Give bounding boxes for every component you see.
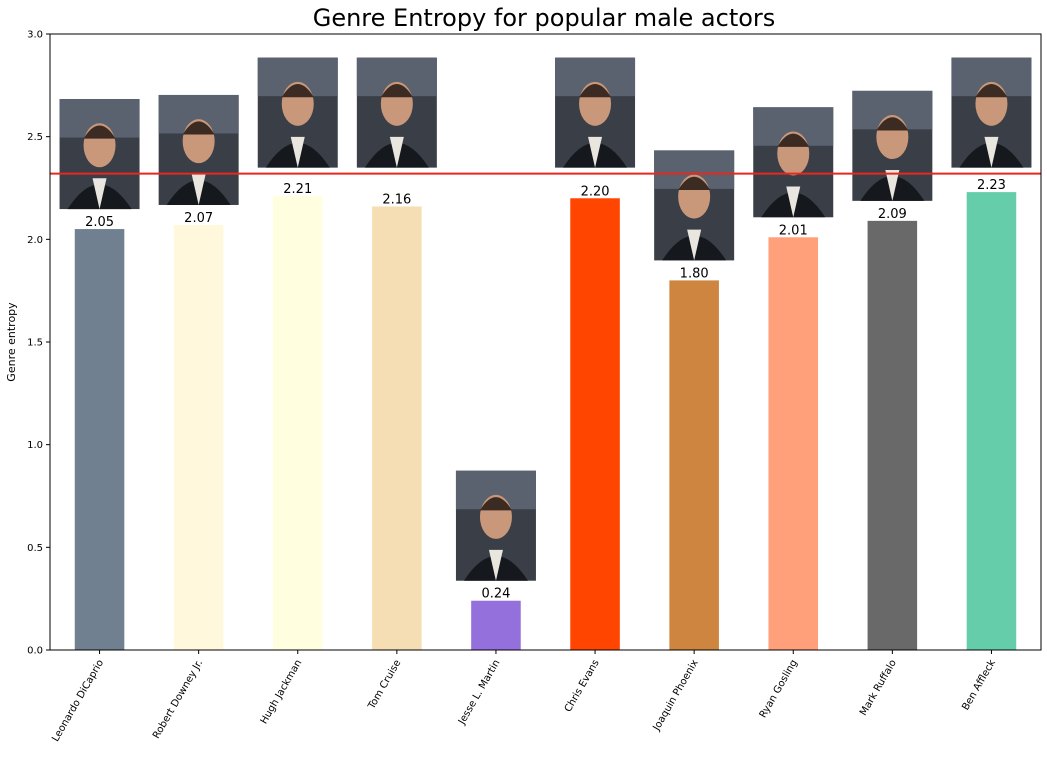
photo-hair [182, 121, 215, 135]
actor-photo [356, 57, 437, 168]
x-tick-label: Mark Ruffalo [858, 658, 899, 718]
x-tick-label: Hugh Jackman [259, 658, 305, 726]
value-labels-group: 2.05 2.07 2.21 2.16 0.24 2.20 1.80 2.01 2.09 2.23 [85, 178, 1006, 602]
bars-group [74, 192, 1017, 651]
photo-shirt [290, 136, 305, 168]
value-label: 2.21 [283, 182, 312, 197]
y-axis-title: Genre entropy [5, 302, 18, 382]
photo-shirt [885, 170, 900, 201]
bar [74, 229, 125, 651]
photo-hair [876, 117, 909, 131]
bar [768, 237, 819, 650]
photo-shirt [687, 229, 702, 261]
bar [173, 224, 224, 650]
actor-photo [555, 57, 636, 168]
x-axis: Leonardo DiCaprio Robert Downey Jr. Hugh J… [50, 650, 998, 744]
x-tick-label: Chris Evans [563, 658, 602, 714]
actor-photo [455, 470, 536, 581]
x-tick-label: Ryan Gosling [758, 658, 800, 720]
bar [471, 600, 521, 650]
x-tick-label: Joaquin Phoenix [651, 658, 701, 734]
actor-photo [951, 57, 1032, 168]
actor-photo [257, 57, 338, 168]
x-tick-label: Tom Cruise [366, 658, 404, 712]
value-label: 2.07 [184, 211, 213, 226]
photo-shirt [984, 136, 999, 168]
photo-shirt [389, 136, 404, 168]
y-tick-label: 2.5 [27, 132, 43, 143]
photo-hair [579, 84, 612, 98]
photo-hair [83, 125, 116, 139]
photo-hair [678, 176, 711, 190]
bar [669, 280, 719, 650]
y-tick-label: 1.0 [27, 440, 43, 451]
x-tick-label: Ben Affleck [960, 658, 998, 713]
photo-hair [975, 84, 1008, 98]
photos-group [59, 57, 1032, 581]
x-tick-label: Leonardo DiCaprio [50, 658, 106, 744]
photo-hair [281, 84, 314, 98]
bar [372, 206, 422, 651]
photo-hair [777, 133, 810, 147]
value-label: 2.05 [85, 215, 114, 230]
x-tick-label: Robert Downey Jr. [151, 658, 205, 741]
photo-hair [380, 84, 413, 98]
y-tick-label: 0.5 [27, 543, 43, 554]
photo-shirt [786, 186, 801, 218]
value-label: 2.23 [977, 178, 1006, 193]
value-label: 0.24 [481, 587, 510, 602]
y-axis: 0.0 0.5 1.0 1.5 2.0 2.5 3.0 [27, 30, 50, 657]
bar [867, 220, 918, 650]
value-label: 2.20 [581, 184, 610, 199]
actor-photo [852, 90, 933, 201]
bar [570, 198, 620, 650]
bar [272, 196, 323, 651]
actor-photo [59, 99, 140, 210]
y-tick-label: 0.0 [27, 646, 43, 657]
actor-photo [753, 107, 834, 218]
x-tick-label: Jesse L. Martin [456, 658, 502, 727]
chart-title: Genre Entropy for popular male actors [313, 4, 776, 32]
value-label: 2.09 [878, 207, 907, 222]
actor-photo [158, 94, 239, 205]
value-label: 2.01 [779, 223, 808, 238]
photo-hair [479, 497, 512, 511]
photo-shirt [191, 174, 206, 205]
value-label: 2.16 [382, 192, 411, 207]
value-label: 1.80 [680, 266, 709, 281]
y-tick-label: 1.5 [27, 338, 43, 349]
plot-frame [49, 33, 1042, 651]
actor-photo [654, 150, 735, 261]
y-tick-label: 2.0 [27, 235, 43, 246]
bar [966, 192, 1017, 650]
photo-shirt [588, 136, 603, 168]
photo-shirt [488, 549, 503, 581]
y-tick-label: 3.0 [27, 30, 43, 41]
photo-shirt [92, 178, 107, 210]
